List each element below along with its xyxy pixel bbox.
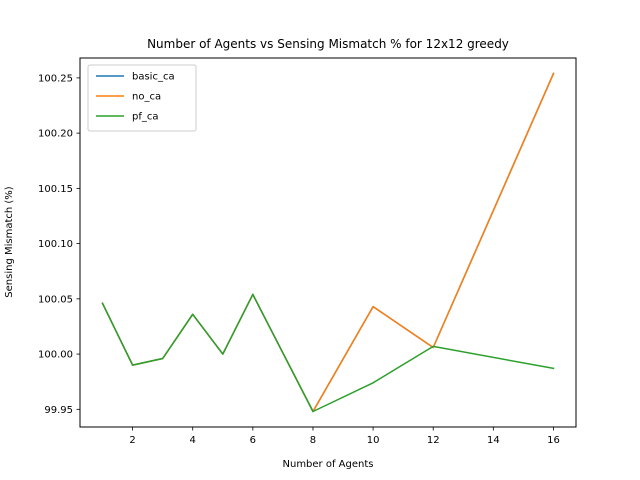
x-tick-label: 10 [367,435,380,446]
y-tick-label: 100.00 [38,350,73,361]
legend-box [87,64,197,132]
series-line-pf-ca [101,293,555,413]
legend: basic_ca no_ca pf_ca [87,64,197,132]
y-tick-label: 99.95 [44,405,73,416]
x-tick-label: 16 [547,435,560,446]
legend-label-pf-ca: pf_ca [132,112,159,123]
y-tick-label: 100.05 [38,294,73,305]
y-tick-label: 100.15 [38,184,73,195]
series-layer [101,72,555,413]
x-tick-label: 4 [190,435,196,446]
y-tick-label: 100.20 [38,129,73,140]
x-axis: 2 4 6 8 10 12 14 16 [129,427,560,446]
y-tick-label: 100.10 [38,239,73,250]
x-tick-label: 12 [427,435,440,446]
x-axis-label: Number of Agents [283,459,374,470]
x-tick-label: 2 [129,435,135,446]
x-tick-label: 8 [310,435,316,446]
y-axis-label: Sensing Mismatch (%) [4,186,15,298]
y-tick-label: 100.25 [38,73,73,84]
y-axis: 99.95 100.00 100.05 100.10 100.15 100.20 100.2… [38,73,80,416]
legend-label-basic-ca: basic_ca [132,72,175,83]
plot-frame [79,57,577,428]
legend-label-no-ca: no_ca [132,92,161,103]
x-tick-label: 6 [250,435,256,446]
x-tick-label: 14 [487,435,500,446]
chart-title: Number of Agents vs Sensing Mismatch % f… [147,37,509,51]
